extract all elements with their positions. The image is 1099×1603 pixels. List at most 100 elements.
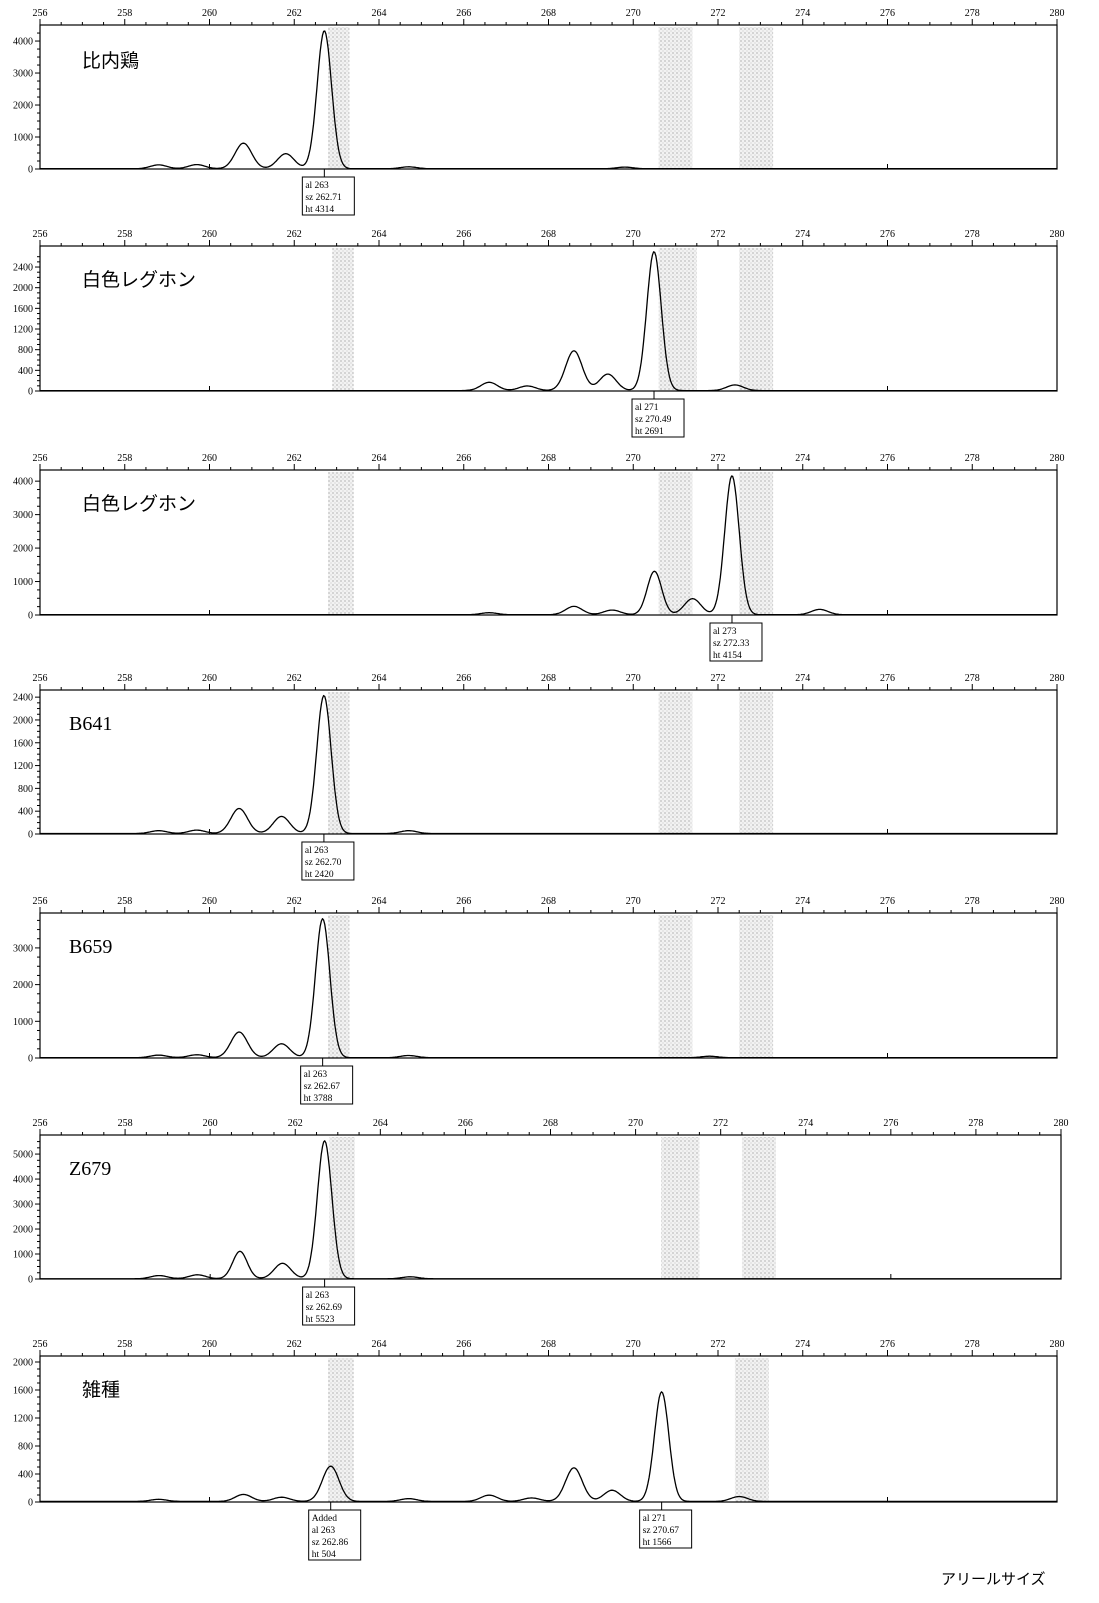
- y-tick-label: 0: [28, 830, 33, 841]
- x-tick-label: 274: [795, 453, 810, 464]
- x-tick-label: 266: [456, 453, 471, 464]
- y-tick-label: 800: [18, 784, 33, 795]
- plot-frame: [39, 1355, 1058, 1503]
- allele-bin: [739, 692, 774, 834]
- x-tick-label: 278: [965, 1339, 980, 1350]
- y-tick-label: 1200: [13, 761, 33, 772]
- sample-title: 比内鶏: [82, 50, 139, 72]
- allele-bin: [328, 27, 350, 169]
- allele-bin: [328, 1358, 354, 1502]
- x-tick-label: 258: [117, 8, 132, 19]
- x-tick-label: 266: [456, 673, 471, 684]
- x-tick-label: 268: [541, 453, 556, 464]
- x-tick-label: 276: [880, 673, 895, 684]
- allele-bin: [332, 248, 354, 391]
- callout-line: ht 3788: [304, 1094, 333, 1104]
- callout-line: al 263: [312, 1526, 336, 1536]
- x-tick-label: 262: [287, 229, 302, 240]
- x-tick-label: 260: [202, 453, 217, 464]
- allele-bin: [328, 472, 354, 615]
- x-tick-label: 268: [541, 8, 556, 19]
- x-tick-label: 264: [373, 1118, 388, 1129]
- x-tick-label: 260: [202, 673, 217, 684]
- x-tick-label: 272: [711, 896, 726, 907]
- y-tick-label: 2000: [13, 283, 33, 294]
- x-tick-label: 266: [456, 229, 471, 240]
- callout-line: al 263: [306, 1291, 330, 1301]
- allele-bin: [739, 472, 774, 615]
- x-tick-label: 280: [1054, 1118, 1069, 1129]
- x-tick-label: 278: [965, 896, 980, 907]
- allele-bin: [658, 472, 693, 615]
- x-axis-label: アリールサイズ: [941, 1570, 1046, 1588]
- plot-frame: [39, 469, 1058, 616]
- callout-line: ht 504: [312, 1550, 336, 1560]
- x-tick-label: 272: [711, 673, 726, 684]
- x-tick-label: 260: [202, 229, 217, 240]
- allele-bin: [658, 248, 697, 391]
- panel-3: 256 258 260 262 264 266 268 270 272 274 276 278 280 0…: [13, 453, 1065, 662]
- x-tick-label: 280: [1050, 673, 1065, 684]
- x-tick-label: 278: [965, 453, 980, 464]
- x-tick-label: 276: [880, 453, 895, 464]
- allele-bin: [739, 915, 774, 1058]
- x-tick-label: 256: [33, 673, 48, 684]
- allele-bin: [734, 1358, 769, 1502]
- x-tick-label: 262: [288, 1118, 303, 1129]
- x-tick-label: 270: [626, 673, 641, 684]
- x-tick-label: 272: [711, 453, 726, 464]
- x-tick-label: 256: [33, 1339, 48, 1350]
- x-tick-label: 274: [795, 896, 810, 907]
- callout-line: ht 4154: [713, 651, 742, 661]
- x-tick-label: 264: [372, 1339, 387, 1350]
- x-tick-label: 268: [541, 896, 556, 907]
- y-tick-label: 3000: [13, 510, 33, 521]
- plot-frame: [39, 1134, 1062, 1280]
- x-tick-label: 266: [456, 896, 471, 907]
- x-tick-label: 262: [287, 1339, 302, 1350]
- y-tick-label: 1600: [13, 738, 33, 749]
- x-tick-label: 270: [626, 1339, 641, 1350]
- x-tick-label: 266: [456, 8, 471, 19]
- x-tick-label: 274: [795, 8, 810, 19]
- callout-line: sz 262.71: [305, 193, 342, 203]
- allele-bin: [658, 27, 693, 169]
- callout-line: al 271: [635, 403, 659, 413]
- x-tick-label: 258: [117, 453, 132, 464]
- x-tick-label: 276: [883, 1118, 898, 1129]
- sample-title: Z679: [69, 1158, 111, 1180]
- callout-line: ht 4314: [305, 205, 334, 215]
- x-tick-label: 258: [117, 896, 132, 907]
- peak-callout-box: [631, 398, 685, 438]
- y-tick-label: 2400: [13, 263, 33, 274]
- callout-line: ht 1566: [643, 1538, 672, 1548]
- trace-line: [40, 694, 1057, 835]
- x-tick-label: 272: [711, 229, 726, 240]
- x-tick-label: 262: [287, 8, 302, 19]
- y-tick-label: 2000: [13, 1225, 33, 1236]
- y-tick-label: 400: [18, 1470, 33, 1481]
- callout-line: al 273: [713, 627, 737, 637]
- panel-7: 256 258 260 262 264 266 268 270 272 274 276 278 280 0…: [13, 1339, 1065, 1561]
- x-tick-label: 280: [1050, 1339, 1065, 1350]
- y-tick-label: 2000: [13, 980, 33, 991]
- sample-title: 雑種: [82, 1379, 120, 1401]
- sample-title: 白色レグホン: [82, 493, 196, 515]
- trace-line: [40, 1140, 1061, 1280]
- x-tick-label: 268: [541, 229, 556, 240]
- peak-callout-box: [300, 1065, 354, 1105]
- peak-callout-box: [301, 841, 355, 881]
- x-tick-label: 256: [33, 453, 48, 464]
- y-tick-label: 1000: [13, 1017, 33, 1028]
- x-tick-label: 274: [798, 1118, 813, 1129]
- x-tick-label: 278: [965, 229, 980, 240]
- callout-line: ht 2420: [305, 870, 334, 880]
- x-tick-label: 256: [33, 896, 48, 907]
- peak-callout-box: [639, 1509, 693, 1549]
- trace-line: [40, 918, 1057, 1059]
- y-tick-label: 2400: [13, 693, 33, 704]
- x-tick-label: 268: [541, 1339, 556, 1350]
- peak-callout-box: [308, 1509, 362, 1561]
- y-tick-label: 0: [28, 611, 33, 622]
- y-tick-label: 1000: [13, 1250, 33, 1261]
